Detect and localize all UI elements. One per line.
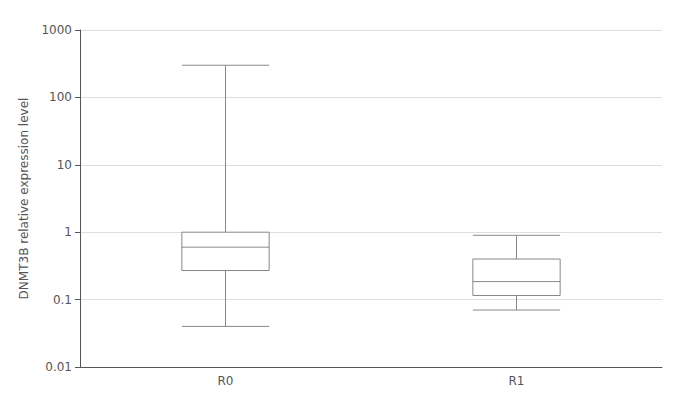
- svg-text:1000: 1000: [41, 23, 72, 37]
- svg-text:DNMT3B relative expression lev: DNMT3B relative expression level: [17, 98, 31, 300]
- svg-text:10: 10: [57, 158, 72, 172]
- svg-text:0.1: 0.1: [53, 293, 72, 307]
- svg-text:0.01: 0.01: [45, 360, 72, 374]
- svg-text:1: 1: [64, 225, 72, 239]
- svg-text:R1: R1: [509, 374, 525, 388]
- svg-text:R0: R0: [218, 374, 234, 388]
- svg-text:100: 100: [49, 90, 72, 104]
